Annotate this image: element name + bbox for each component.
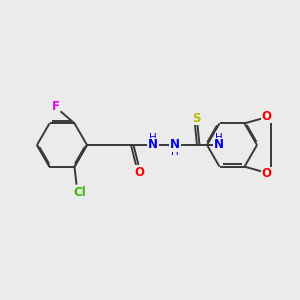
Text: S: S — [192, 112, 200, 124]
Text: H: H — [149, 133, 157, 143]
Text: N: N — [214, 139, 224, 152]
Text: Cl: Cl — [73, 186, 86, 199]
Text: N: N — [170, 139, 180, 152]
Text: O: O — [134, 166, 144, 178]
Text: F: F — [52, 100, 59, 113]
Text: H: H — [215, 133, 223, 143]
Text: O: O — [262, 167, 272, 180]
Text: N: N — [148, 139, 158, 152]
Text: O: O — [262, 110, 272, 123]
Text: H: H — [171, 147, 179, 157]
